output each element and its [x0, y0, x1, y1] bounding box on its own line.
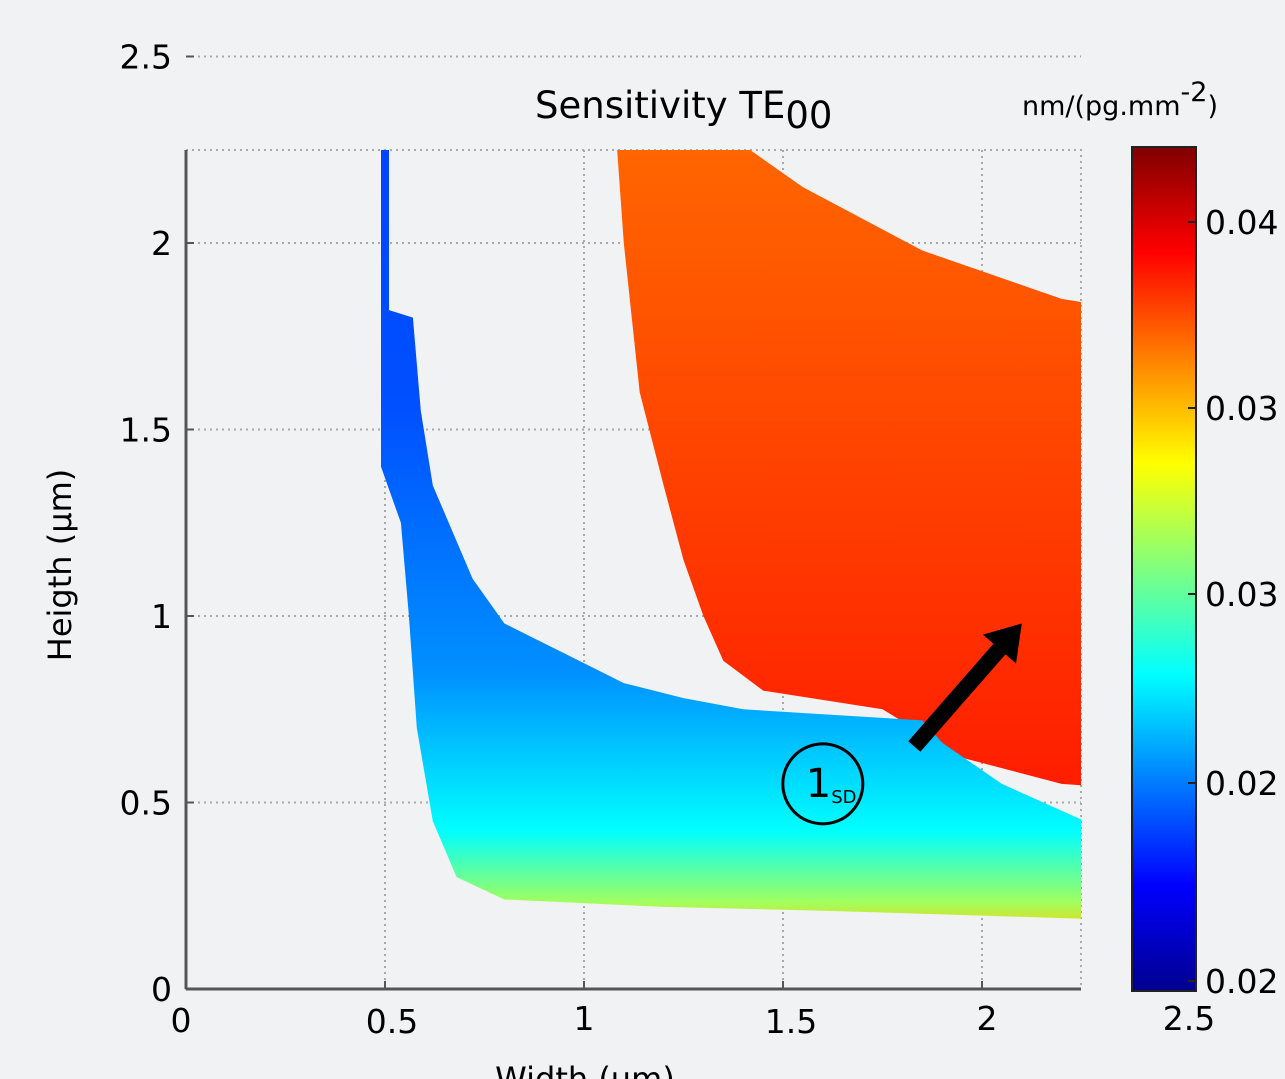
- chart-title-subscript: 00: [785, 94, 832, 137]
- x-tick-label: 0.5: [366, 1002, 418, 1041]
- colorbar-gradient: [1131, 146, 1197, 992]
- arrow-shaft: [908, 643, 1006, 752]
- colorbar-unit: nm/(pg.mm-2): [1022, 77, 1218, 122]
- colorbar-tick-label: 0.04: [1205, 203, 1278, 242]
- y-tick-label: 2: [151, 224, 172, 263]
- y-axis-label: Heigth (µm): [41, 469, 79, 661]
- x-tick-label: 2: [977, 999, 998, 1038]
- colorbar-tick-label: 0.03: [1205, 389, 1278, 428]
- annotations: 1SD2SD: [781, 623, 1022, 826]
- region-2sd: [617, 150, 1081, 786]
- axes: 00.511.522.533.5400.511.522.533.54: [120, 38, 1216, 1042]
- colorbar-tick-label: 0.02: [1205, 764, 1278, 803]
- x-tick-label: 0: [171, 1001, 192, 1040]
- colorbar: 0.04 0.03 0.03 0.02 0.02: [1131, 146, 1278, 1001]
- x-tick-label: 1.5: [765, 1002, 817, 1041]
- annotation-label: 1SD: [806, 761, 857, 808]
- region-1sd: [381, 150, 1081, 919]
- annotation-circle: [781, 742, 865, 826]
- y-tick-label: 1.5: [120, 411, 172, 450]
- data-regions: [381, 150, 1081, 919]
- arrow-head: [982, 623, 1022, 664]
- y-tick-label: 1: [151, 597, 172, 636]
- colorbar-tick-label: 0.02: [1205, 962, 1278, 1001]
- colorbar-unit-exponent: -2: [1181, 77, 1208, 108]
- y-tick-label: 2.5: [120, 38, 172, 77]
- chart-title: Sensitivity TE00: [535, 84, 832, 137]
- y-tick-label: 0: [151, 970, 172, 1009]
- x-tick-label: 2.5: [1163, 999, 1215, 1038]
- y-tick-label: 0.5: [120, 784, 172, 823]
- x-axis-label: Width (µm): [495, 1060, 675, 1079]
- x-tick-label: 1: [574, 999, 595, 1038]
- colorbar-tick-label: 0.03: [1205, 575, 1278, 614]
